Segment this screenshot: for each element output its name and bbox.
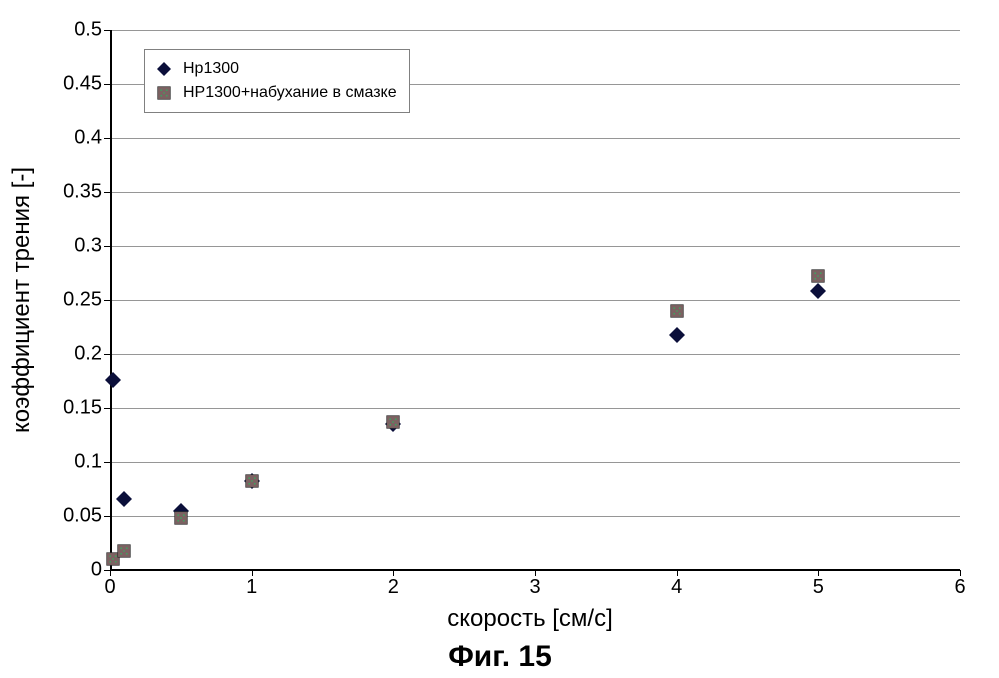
grid-line (110, 408, 960, 409)
data-point-diamond (810, 283, 826, 299)
data-point-square (811, 269, 825, 283)
y-axis-title: коэффициент трения [-] (8, 167, 36, 433)
chart-plot-area: 00.050.10.150.20.250.30.350.40.450.50123… (110, 30, 960, 570)
figure-caption: Фиг. 15 (448, 640, 552, 674)
x-tick-label: 6 (954, 570, 965, 599)
diamond-icon (155, 60, 173, 78)
grid-line (110, 246, 960, 247)
x-tick-label: 5 (813, 570, 824, 599)
data-point-square (174, 511, 188, 525)
y-tick-label: 0.2 (74, 343, 110, 366)
y-tick-label: 0.35 (63, 181, 110, 204)
grid-line (110, 138, 960, 139)
y-tick-label: 0.15 (63, 397, 110, 420)
legend-label: HP1300+набухание в смазке (183, 82, 397, 104)
grid-line (110, 192, 960, 193)
data-point-diamond (669, 327, 685, 343)
data-point-diamond (116, 491, 132, 507)
data-point-square (386, 415, 400, 429)
data-point-diamond (105, 372, 121, 388)
x-axis-line (110, 569, 960, 571)
grid-line (110, 300, 960, 301)
y-tick-label: 0.4 (74, 127, 110, 150)
x-tick-label: 1 (246, 570, 257, 599)
grid-line (110, 462, 960, 463)
x-axis-title: скорость [см/с] (447, 605, 612, 633)
figure-container: коэффициент трения [-] скорость [см/с] Ф… (0, 0, 999, 678)
x-tick-label: 4 (671, 570, 682, 599)
legend: Hp1300HP1300+набухание в смазке (144, 49, 410, 113)
x-tick-label: 2 (388, 570, 399, 599)
grid-line (110, 516, 960, 517)
x-tick-label: 0 (104, 570, 115, 599)
legend-label: Hp1300 (183, 58, 239, 80)
y-tick-label: 0.5 (74, 19, 110, 42)
x-tick-label: 3 (529, 570, 540, 599)
square-icon (155, 84, 173, 102)
legend-item: HP1300+набухание в смазке (155, 82, 397, 104)
data-point-square (670, 304, 684, 318)
y-tick-label: 0.3 (74, 235, 110, 258)
y-tick-label: 0.05 (63, 505, 110, 528)
data-point-square (245, 474, 259, 488)
grid-line (110, 30, 960, 31)
y-axis-line (110, 30, 112, 570)
data-point-square (117, 544, 131, 558)
y-tick-label: 0.25 (63, 289, 110, 312)
y-tick-label: 0.1 (74, 451, 110, 474)
legend-item: Hp1300 (155, 58, 397, 80)
grid-line (110, 354, 960, 355)
y-tick-label: 0.45 (63, 73, 110, 96)
